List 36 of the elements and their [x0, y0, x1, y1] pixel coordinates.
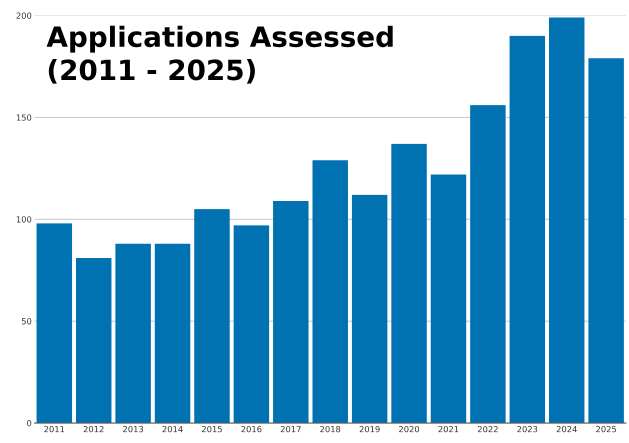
x-tick-label: 2019	[360, 426, 380, 432]
x-tick-label: 2023	[517, 426, 538, 432]
x-tick-label: 2024	[556, 426, 577, 432]
bar	[194, 209, 230, 424]
x-tick-label: 2015	[202, 426, 222, 432]
bar	[76, 258, 112, 424]
bar	[548, 18, 584, 424]
x-tick-label: 2011	[44, 426, 64, 432]
y-tick-label: 200	[16, 12, 32, 19]
bar	[312, 160, 348, 424]
bar	[391, 144, 427, 424]
bar	[352, 194, 388, 424]
bar	[154, 244, 190, 424]
bar	[36, 223, 72, 424]
x-tick-label: 2021	[438, 426, 458, 432]
bar	[430, 174, 466, 424]
x-tick-label: 2016	[241, 426, 262, 432]
bar	[588, 58, 624, 424]
x-tick-label: 2018	[320, 426, 340, 432]
y-tick-label: 50	[22, 318, 32, 324]
x-tick-label: 2022	[478, 426, 498, 432]
x-tick-label: 2013	[123, 426, 144, 432]
text: Applications Assessed (2011 - 2025)	[46, 26, 393, 84]
bar	[510, 36, 546, 424]
bar	[273, 200, 309, 424]
y-tick-label: 150	[16, 114, 32, 121]
x-tick-label: 2020	[399, 426, 420, 432]
x-tick-label: 2014	[162, 426, 183, 432]
x-tick-label: 2012	[84, 426, 104, 432]
y-tick-label: 0	[27, 420, 32, 426]
bar	[115, 244, 151, 424]
bar	[470, 105, 506, 424]
bar	[234, 225, 270, 424]
x-tick-label: 2017	[280, 426, 301, 432]
y-tick-label: 100	[16, 216, 32, 223]
x-tick-label: 2025	[596, 426, 616, 432]
